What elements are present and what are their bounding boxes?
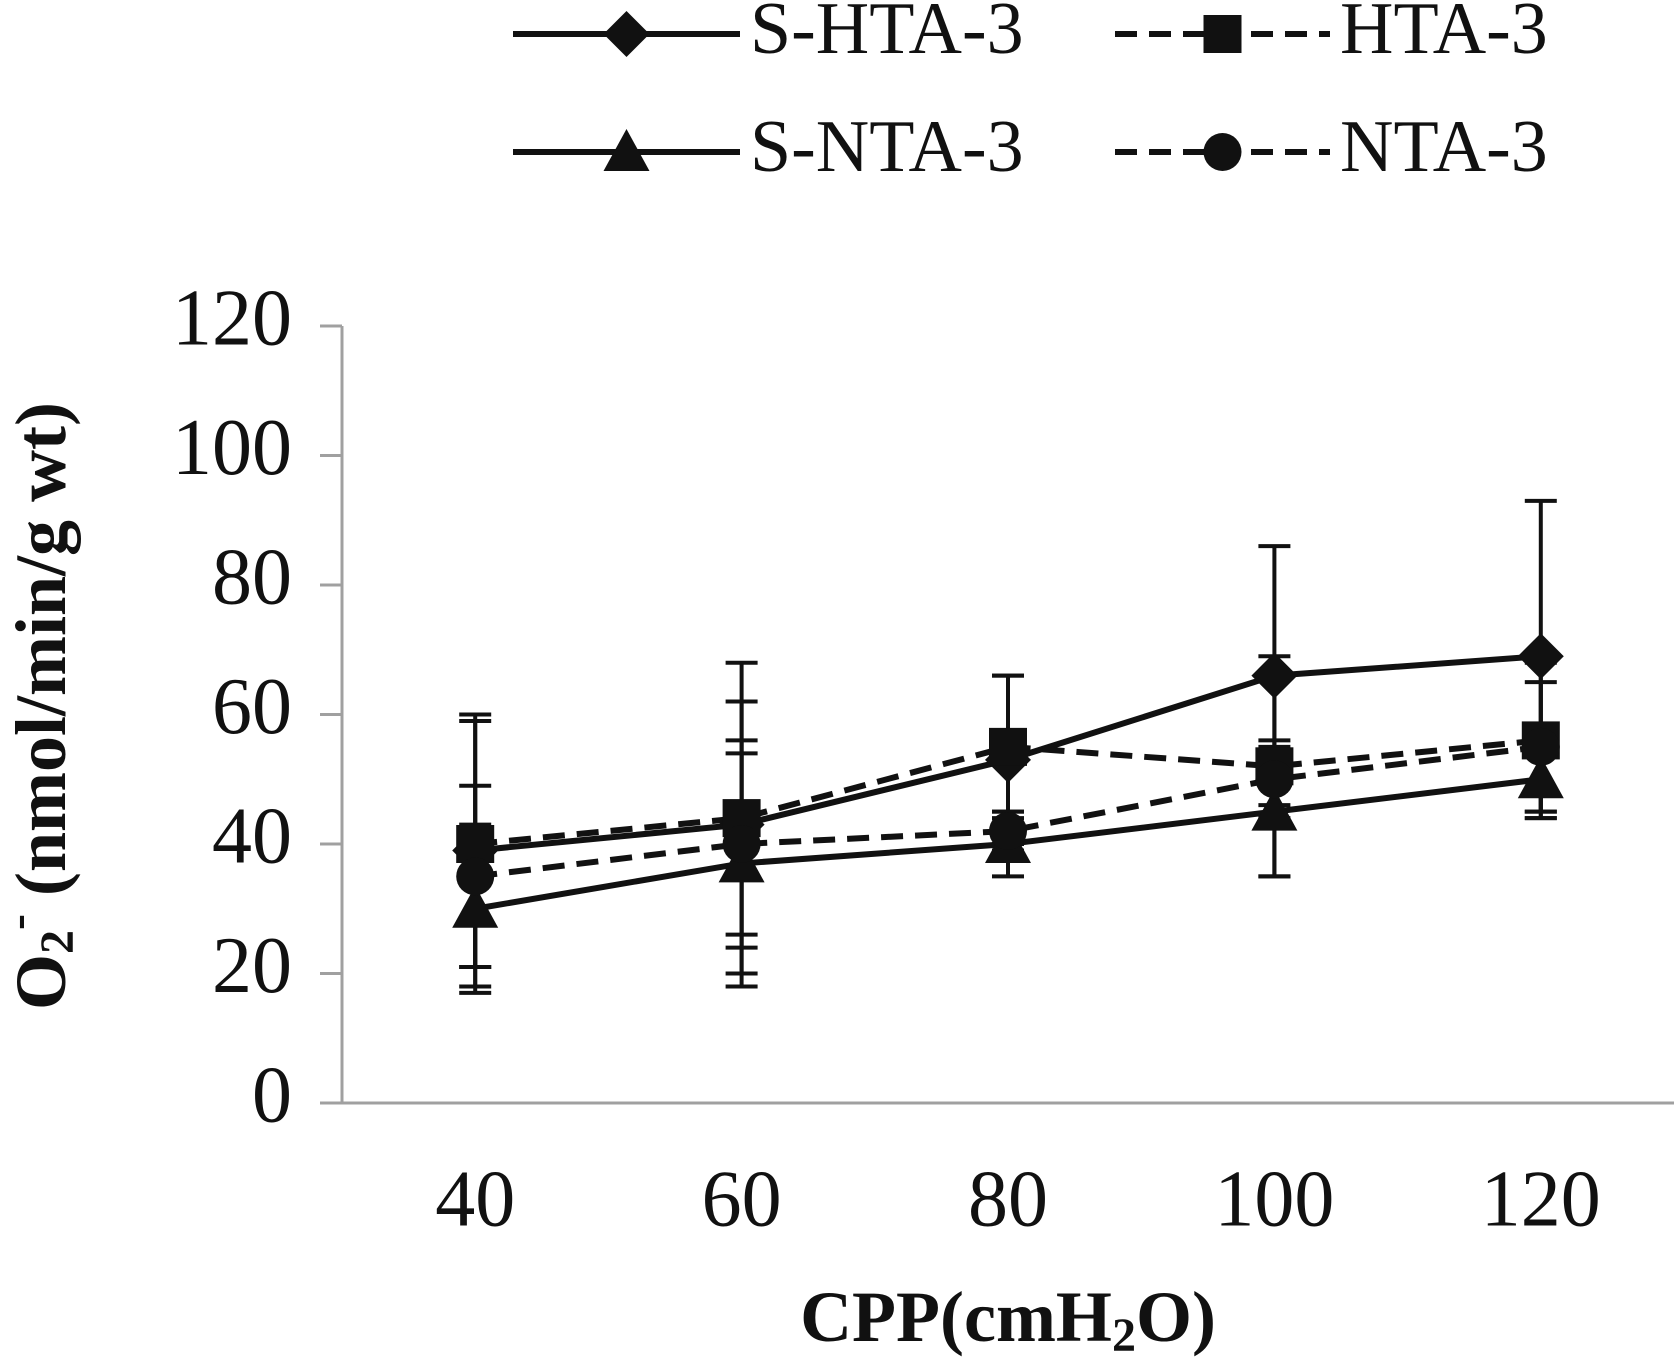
marker (1517, 756, 1564, 799)
marker (1521, 727, 1560, 766)
x-axis-label: CPP(cmH2O) (800, 1277, 1216, 1363)
x-tick-label: 80 (968, 1155, 1048, 1243)
marker (1203, 15, 1242, 53)
y-label-part: (nmol/min/g wt) (1, 402, 81, 914)
x-tick-label: 40 (435, 1155, 515, 1243)
series-line (474, 743, 1542, 880)
x-tick-label: 100 (1214, 1155, 1334, 1243)
y-axis-label: O2- (nmol/min/g wt) (0, 402, 84, 1010)
y-label-part: O (1, 954, 81, 1010)
x-label-part: CPP(cmH (800, 1277, 1112, 1357)
marker (456, 857, 495, 896)
marker (1517, 633, 1564, 680)
marker (989, 727, 1027, 766)
y-tick-label: 120 (172, 274, 292, 362)
legend-label: NTA-3 (1340, 106, 1548, 188)
marker (989, 812, 1027, 851)
y-tick-label: 80 (212, 533, 292, 621)
y-tick-label: 20 (212, 922, 292, 1010)
marker (452, 885, 499, 928)
y-tick-label: 60 (212, 663, 292, 751)
x-tick-label: 120 (1481, 1155, 1601, 1243)
y-tick-label: 100 (172, 404, 292, 492)
series-line (474, 737, 1542, 847)
x-label-part: O) (1136, 1277, 1216, 1357)
marker (1251, 788, 1298, 831)
x-tick-label: 60 (702, 1155, 782, 1243)
marker (1203, 133, 1242, 171)
legend-label: S-HTA-3 (750, 0, 1024, 70)
legend-label: S-NTA-3 (750, 106, 1024, 188)
marker (603, 129, 650, 171)
marker (1255, 760, 1294, 799)
y-label-sub: 2 (31, 930, 84, 954)
marker (456, 825, 495, 863)
y-tick-label: 0 (252, 1051, 292, 1139)
y-label-sup: - (0, 914, 44, 930)
y-tick-label: 40 (212, 792, 292, 880)
x-label-sub: 2 (1112, 1309, 1136, 1362)
marker (722, 825, 761, 863)
legend-label: HTA-3 (1340, 0, 1548, 70)
marker (603, 11, 650, 57)
marker (1251, 652, 1298, 699)
